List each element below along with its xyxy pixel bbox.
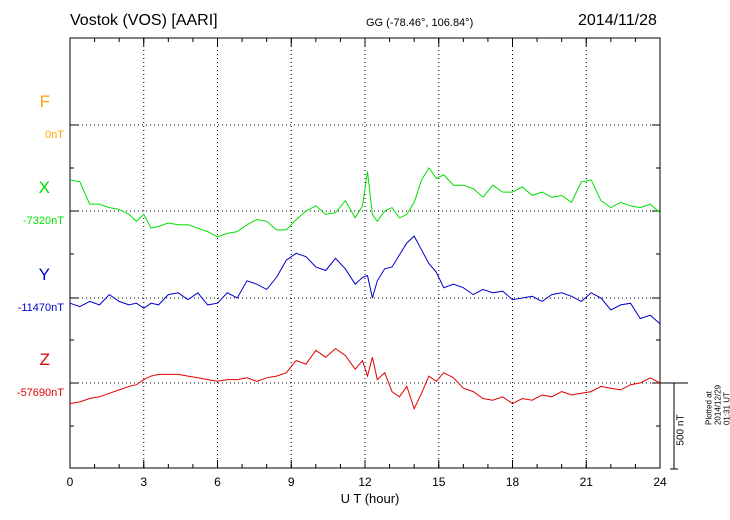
date-label: 2014/11/28 [578, 12, 657, 29]
series-y-line [69, 235, 661, 325]
component-label-z: Z [39, 350, 50, 369]
x-tick-label: 12 [358, 475, 372, 489]
component-label-y: Y [38, 265, 50, 284]
plotted-timestamp-note: Plotted at 2014/12/29 01:31 UT [704, 384, 730, 426]
x-tick-label: 9 [287, 475, 295, 489]
baseline-value-x: -7320nT [23, 215, 64, 227]
x-tick-label: 18 [505, 475, 520, 489]
x-tick-label: 21 [579, 475, 593, 489]
x-axis-label: U T (hour) [340, 491, 400, 506]
scale-bar-label: 500 nT [675, 414, 687, 446]
component-label-x: X [38, 178, 50, 197]
series-x-line [69, 167, 661, 238]
component-label-f: F [39, 92, 50, 111]
geographic-coordinates: GG (-78.46°, 106.84°) [366, 17, 474, 29]
series-z-line [69, 347, 661, 411]
station-title: Vostok (VOS) [AARI] [70, 12, 218, 29]
x-tick-label: 0 [66, 475, 74, 489]
x-tick-label: 3 [140, 475, 148, 489]
x-tick-label: 24 [653, 475, 667, 489]
baseline-value-f: 0nT [45, 129, 64, 141]
baseline-value-z: -57690nT [16, 387, 64, 399]
x-tick-label: 15 [432, 475, 446, 489]
baseline-value-y: -11470nT [17, 302, 64, 314]
x-tick-label: 6 [214, 475, 221, 489]
